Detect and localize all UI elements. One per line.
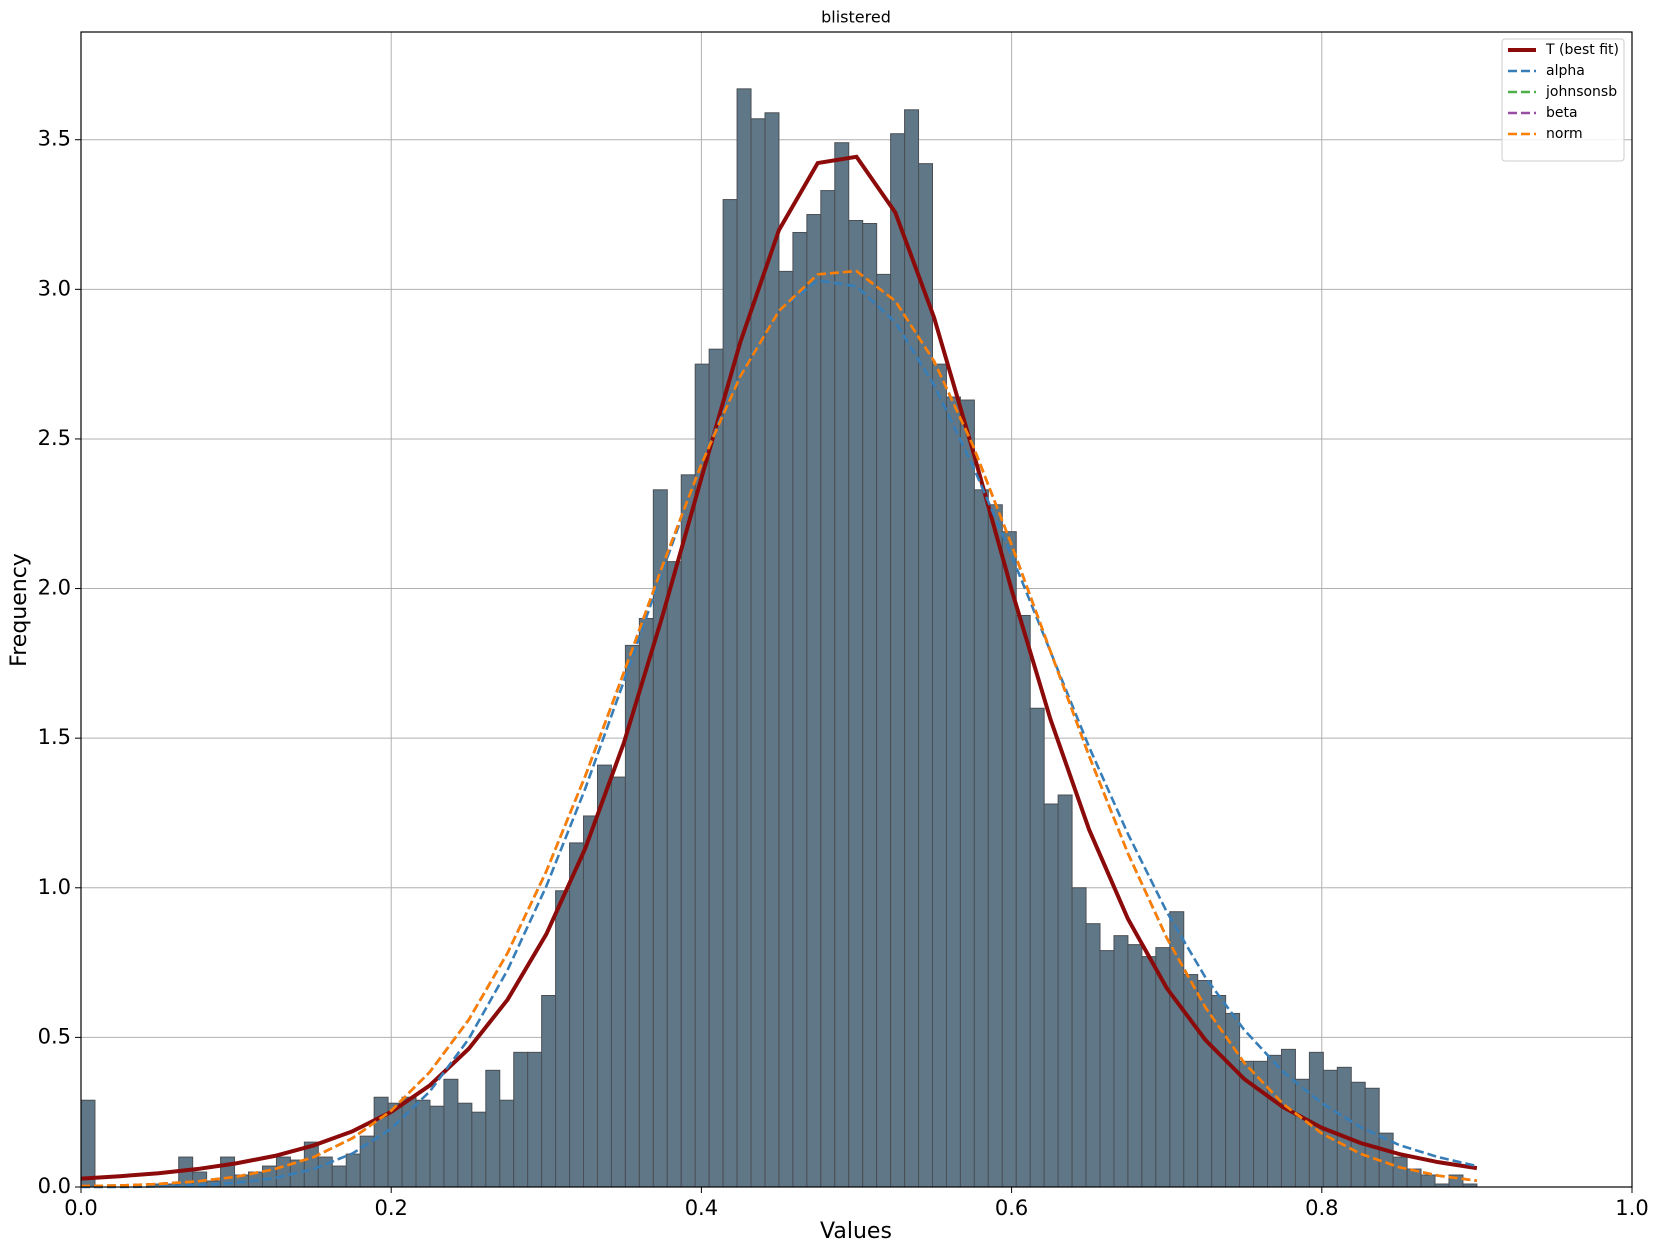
histogram-bar [987, 504, 1003, 1188]
histogram-bar [820, 190, 836, 1188]
legend-label: norm [1546, 126, 1583, 142]
histogram-bar [1057, 794, 1073, 1188]
histogram-bar [1350, 1081, 1366, 1188]
legend-box [1501, 38, 1625, 162]
histogram-bar [792, 231, 808, 1188]
histogram-bar [764, 112, 780, 1188]
histogram-bar [1197, 980, 1213, 1188]
histogram-bar [1099, 950, 1115, 1188]
histogram-bar [848, 220, 864, 1188]
histogram-bar [1127, 944, 1143, 1188]
histogram-bar [1169, 911, 1185, 1188]
y-tick-label: 1.0 [38, 875, 71, 899]
y-tick-label: 2.0 [38, 576, 71, 600]
histogram-bar [1183, 974, 1199, 1188]
histogram-bar [918, 163, 933, 1188]
x-tick-label: 0.4 [685, 1196, 718, 1220]
histogram-bar [666, 561, 682, 1188]
histogram-bar [1364, 1087, 1380, 1188]
histogram-bar [973, 489, 989, 1188]
y-tick-label: 3.5 [38, 127, 71, 151]
histogram-bar [959, 399, 975, 1188]
chart-title: blistered [821, 8, 891, 27]
histogram-bar [890, 133, 906, 1188]
histogram-bar [1071, 887, 1087, 1188]
x-tick-label: 0.6 [995, 1196, 1028, 1220]
histogram-bar [429, 1105, 445, 1188]
x-tick-label: 1.0 [1615, 1196, 1648, 1220]
histogram-bar [806, 214, 822, 1188]
legend-label: T (best fit) [1545, 42, 1619, 58]
y-tick-label: 0.5 [38, 1024, 71, 1048]
histogram-bar [1420, 1174, 1436, 1188]
histogram-bar [1392, 1156, 1408, 1188]
histogram-bar [1211, 994, 1227, 1188]
histogram-bar [415, 1099, 431, 1188]
histogram-bar [610, 776, 626, 1188]
histogram-bar [722, 199, 738, 1188]
histogram-bar [499, 1099, 515, 1188]
histogram-bar [1043, 803, 1059, 1188]
x-axis-label: Values [820, 1219, 892, 1244]
fit-curve [80, 269, 1478, 1188]
histogram-bar [1294, 1078, 1310, 1188]
histogram-bar [638, 617, 654, 1188]
histogram-bar [569, 842, 585, 1188]
x-tick-label: 0.0 [64, 1196, 97, 1220]
fit-curve [80, 154, 1478, 1181]
histogram-bar [1141, 956, 1157, 1188]
legend-label: alpha [1546, 63, 1585, 79]
histogram-bar [1308, 1051, 1324, 1188]
histogram-bar [527, 1051, 543, 1188]
histogram-bar [736, 88, 752, 1188]
legend-label: beta [1546, 105, 1578, 121]
histogram-bar [541, 994, 557, 1188]
histogram-bar [275, 1156, 291, 1188]
histogram-bar [373, 1096, 389, 1188]
histogram-bar [401, 1096, 417, 1188]
x-tick-label: 0.2 [374, 1196, 407, 1220]
x-tick-label: 0.8 [1305, 1196, 1338, 1220]
histogram-bar [583, 815, 598, 1188]
y-tick-label: 1.5 [38, 725, 71, 749]
histogram-bar [80, 1099, 96, 1188]
y-tick-label: 3.0 [38, 276, 71, 300]
histogram-bar [834, 142, 850, 1188]
histogram-bar [471, 1111, 487, 1188]
histogram-bar [387, 1102, 403, 1188]
histogram-bar [680, 474, 696, 1188]
histogram-bar [457, 1102, 473, 1188]
histogram-bar [596, 764, 612, 1188]
legend-label: johnsonsb [1545, 84, 1617, 100]
histogram-bar [1001, 531, 1017, 1188]
histogram-bar [1015, 614, 1031, 1188]
histogram-bar [1267, 1054, 1282, 1188]
y-tick-label: 0.0 [38, 1174, 71, 1198]
histogram-bar [1336, 1066, 1352, 1188]
histogram-bar [778, 270, 794, 1188]
histogram-bar [345, 1153, 361, 1188]
y-axis-label: Frequency [7, 553, 32, 667]
y-tick-label: 2.5 [38, 426, 71, 450]
fit-curve [81, 278, 1478, 1189]
histogram-bar [708, 348, 724, 1188]
histogram-bar [1280, 1048, 1296, 1188]
histogram-bar [931, 363, 947, 1188]
histogram-bar [443, 1078, 459, 1188]
histogram-bar [876, 273, 892, 1188]
histogram-bar [555, 890, 571, 1188]
histogram-bar [331, 1165, 347, 1188]
histogram-bar [1029, 707, 1045, 1188]
histogram-bar [513, 1051, 529, 1188]
histogram-bar [862, 223, 878, 1188]
histogram-bar [1085, 923, 1101, 1188]
plot-frame [80, 31, 1633, 1188]
histogram-bar [485, 1069, 501, 1188]
histogram-bar [1113, 935, 1129, 1188]
legend: T (best fit) alpha johnsonsb beta norm [1501, 38, 1625, 162]
histogram-bar [945, 396, 961, 1188]
